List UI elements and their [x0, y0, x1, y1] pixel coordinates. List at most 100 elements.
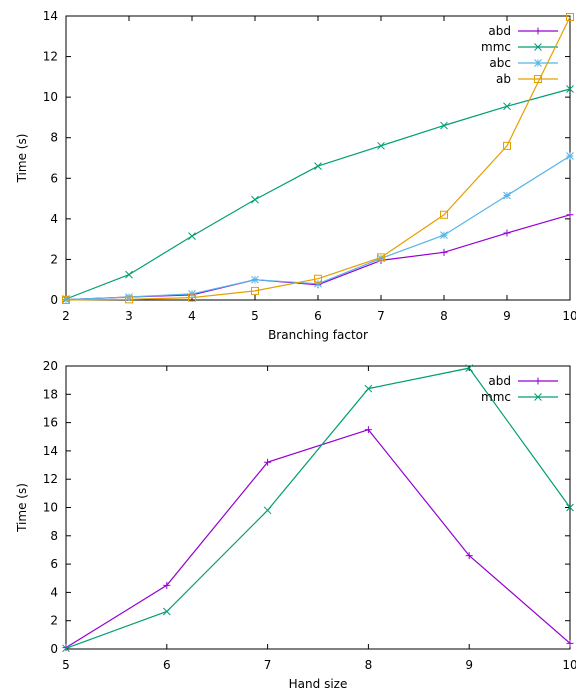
data-point-mmc: [440, 121, 448, 130]
series-abd: [62, 211, 574, 304]
data-point-mmc: [377, 141, 385, 150]
y-tick-label: 16: [43, 416, 58, 430]
series-mmc: [62, 85, 574, 303]
series-ab: [62, 13, 574, 304]
x-tick-label: 2: [62, 309, 70, 323]
y-axis-label: Time (s): [15, 483, 29, 533]
data-point-mmc: [263, 506, 272, 515]
y-tick-label: 8: [50, 131, 58, 145]
series-line-mmc: [65, 88, 571, 300]
y-tick-label: 14: [43, 9, 58, 23]
data-point-mmc: [465, 364, 474, 372]
legend-label-mmc: mmc: [481, 40, 511, 54]
y-tick-label: 2: [50, 252, 58, 266]
y-tick-label: 8: [50, 529, 58, 543]
x-tick-label: 9: [503, 309, 511, 323]
x-tick-label: 7: [377, 309, 385, 323]
legend-marker-abc: [534, 59, 542, 67]
data-point-ab: [62, 296, 70, 304]
y-tick-label: 6: [50, 557, 58, 571]
y-tick-label: 4: [50, 212, 58, 226]
plot-frame: [65, 365, 571, 650]
x-axis-label: Branching factor: [268, 328, 368, 342]
y-tick-label: 10: [43, 90, 58, 104]
legend-label-abd: abd: [488, 374, 511, 388]
x-tick-label: 7: [264, 658, 272, 672]
series-line-abd: [65, 429, 571, 649]
data-point-abd: [503, 229, 511, 237]
data-point-abc: [251, 275, 259, 284]
data-point-abc: [377, 254, 385, 263]
legend-label-abd: abd: [488, 24, 511, 38]
data-point-mmc: [566, 85, 574, 93]
y-tick-label: 0: [50, 293, 58, 307]
legend-marker-abd: [534, 27, 542, 35]
y-tick-label: 18: [43, 387, 58, 401]
y-tick-label: 12: [43, 50, 58, 64]
chart-hand-size: 0 2 4 6 8 10 12 14 16 18 20 5 6 7 8 9 10 Hand size Time (s…: [15, 359, 576, 691]
y-tick-label: 0: [50, 642, 58, 656]
x-tick-label: 8: [365, 658, 373, 672]
series-mmc: [62, 364, 574, 653]
y-axis-label: Time (s): [15, 134, 29, 184]
data-point-abc: [125, 293, 133, 301]
x-tick-label: 4: [188, 309, 196, 323]
data-point-abd: [264, 458, 272, 466]
data-point-abd: [465, 552, 473, 560]
data-point-abd: [566, 211, 574, 219]
legend-label-mmc: mmc: [481, 390, 511, 404]
data-point-ab: [566, 13, 574, 22]
data-point-mmc: [162, 607, 171, 616]
data-point-ab: [314, 274, 322, 283]
data-point-abd: [163, 581, 171, 589]
series-line-ab: [65, 16, 571, 301]
legend-marker-mmc: [534, 43, 542, 51]
data-point-abd: [566, 639, 574, 647]
data-point-mmc: [503, 102, 511, 111]
data-point-ab: [503, 141, 511, 150]
data-point-abd: [364, 426, 372, 434]
x-axis-label: Hand size: [289, 677, 348, 691]
data-point-abc: [503, 191, 511, 200]
data-point-abc: [314, 279, 322, 288]
data-point-ab: [188, 293, 196, 302]
y-tick-label: 2: [50, 614, 58, 628]
data-point-ab: [251, 286, 259, 295]
data-point-mmc: [364, 384, 373, 393]
data-point-mmc: [62, 644, 70, 653]
x-tick-label: 9: [465, 658, 473, 672]
y-tick-label: 4: [50, 585, 58, 599]
x-tick-label: 8: [440, 309, 448, 323]
data-point-abc: [440, 231, 448, 239]
data-point-mmc: [188, 232, 196, 240]
legend-marker-mmc: [534, 393, 542, 401]
y-tick-label: 12: [43, 472, 58, 486]
legend-marker-ab: [534, 75, 542, 83]
legend-marker-abd: [534, 377, 542, 385]
x-tick-label: 5: [62, 658, 70, 672]
y-tick-label: 10: [43, 501, 58, 515]
data-point-abd: [440, 248, 448, 256]
series-abd: [62, 426, 574, 652]
series-line-abc: [65, 155, 571, 301]
y-tick-label: 20: [43, 359, 58, 373]
series-line-mmc: [65, 367, 571, 649]
data-point-ab: [440, 210, 448, 219]
data-point-mmc: [251, 195, 259, 204]
data-point-ab: [125, 295, 133, 304]
data-point-ab: [377, 253, 385, 262]
y-tick-label: 14: [43, 444, 58, 458]
x-tick-label: 10: [562, 309, 576, 323]
x-tick-label: 3: [125, 309, 133, 323]
data-point-mmc: [314, 162, 322, 170]
x-tick-label: 6: [314, 309, 322, 323]
series-abc: [62, 152, 574, 304]
x-tick-label: 5: [251, 309, 259, 323]
data-point-abc: [566, 152, 574, 160]
x-tick-label: 10: [562, 658, 576, 672]
legend-label-ab: ab: [496, 72, 511, 86]
y-tick-label: 6: [50, 171, 58, 185]
legend-label-abc: abc: [489, 56, 511, 70]
